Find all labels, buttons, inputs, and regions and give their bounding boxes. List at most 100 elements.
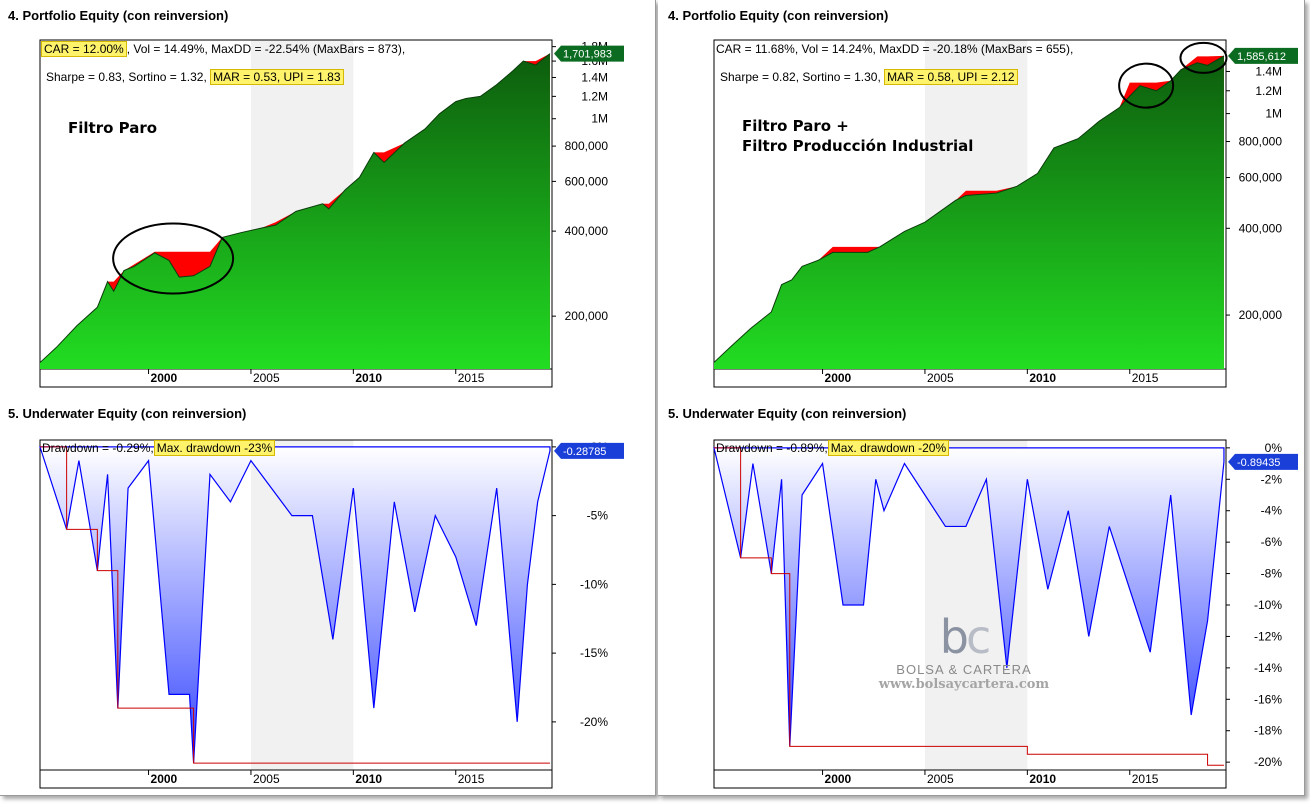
right-equity-y-tick-label: 200,000 [1239, 308, 1283, 322]
mar-upi-highlight: MAR = 0.53, UPI = 1.83 [210, 69, 344, 85]
right-underwater-y-tick-label: -4% [1261, 504, 1283, 518]
right-underwater-x-tick-label: 2005 [927, 772, 954, 786]
left-equity-y-tick-label: 1.4M [581, 70, 608, 84]
filter-label: Filtro Paro [68, 118, 157, 138]
left-equity-x-tick-label: 2010 [355, 371, 382, 385]
right-underwater-value-badge-shape [1228, 453, 1298, 470]
left-underwater-y-tick-label: -5% [587, 509, 609, 523]
watermark-name: BOLSA & CARTERA [896, 662, 1032, 677]
equity-stats-line-2: Sharpe = 0.82, Sortino = 1.30, MAR = 0.5… [720, 69, 1018, 85]
filter-label-line-2: Filtro Producción Industrial [742, 137, 974, 155]
right-underwater-y-tick-label: -20% [1254, 755, 1282, 769]
left-equity-y-tick-label: 1M [591, 112, 608, 126]
right-equity-y-tick-label: 800,000 [1239, 135, 1283, 149]
equity-stats-line-2: Sharpe = 0.83, Sortino = 1.32, MAR = 0.5… [46, 69, 344, 85]
equity-stats-line-1: CAR = 11.68%, Vol = 14.24%, MaxDD = -20.… [716, 42, 1073, 56]
right-underwater-x-tick-label: 2015 [1132, 772, 1159, 786]
sharpe-sortino: Sharpe = 0.83, Sortino = 1.32, [46, 70, 207, 84]
left-equity-y-tick-label: 600,000 [565, 174, 609, 188]
underwater-stats: Drawdown = -0.29%, Max. drawdown -23% [42, 440, 276, 456]
right-underwater-max-drawdown-line [714, 447, 1224, 766]
right-underwater-y-tick-label: -6% [1261, 535, 1283, 549]
left-equity-y-tick-label: 400,000 [565, 224, 609, 238]
right-underwater-y-tick-label: -8% [1261, 567, 1283, 581]
filter-label-line-1: Filtro Paro + [742, 117, 849, 135]
filter-label: Filtro Paro + Filtro Producción Industri… [742, 116, 973, 156]
right-equity-y-tick-label: 400,000 [1239, 221, 1283, 235]
right-equity-x-tick-label: 2000 [825, 371, 852, 385]
right-underwater-underwater-area [713, 447, 1225, 747]
left-equity-x-tick-label: 2015 [458, 371, 485, 385]
right-underwater-y-tick-label: -12% [1254, 629, 1282, 643]
right-underwater-x-axis [713, 769, 1227, 789]
right-equity-y-tick-label: 1.2M [1255, 84, 1282, 98]
drawdown-text: Drawdown = -0.89%, [716, 441, 828, 455]
left-underwater-x-tick-label: 2010 [355, 772, 382, 786]
right-underwater-y-tick-label: -18% [1254, 724, 1282, 738]
car-highlight: CAR = 12.00% [41, 41, 127, 57]
right-equity-y-tick-label: 1.4M [1255, 64, 1282, 78]
equity-stats-rest: , Vol = 14.49%, MaxDD = -22.54% (MaxBars… [126, 42, 406, 56]
watermark: bc BOLSA & CARTERA www.bolsaycartera.com [874, 612, 1054, 692]
left-charts: 200,000400,000600,000800,0001M1.2M1.4M1.… [39, 39, 624, 789]
right-equity-value-badge-text: 1,585,612 [1237, 51, 1286, 63]
mar-upi-highlight: MAR = 0.58, UPI = 2.12 [884, 69, 1018, 85]
filter-label-line-1: Filtro Paro [68, 119, 158, 137]
left-annotation-ellipse [112, 222, 235, 295]
left-underwater-x-axis [39, 769, 553, 789]
sharpe-sortino: Sharpe = 0.82, Sortino = 1.30, [720, 70, 881, 84]
right-underwater-x-tick-label: 2010 [1029, 772, 1056, 786]
right-equity-y-tick-label: 1M [1265, 107, 1282, 121]
left-equity-x-tick-label: 2005 [253, 371, 280, 385]
right-equity-x-tick-label: 2010 [1029, 371, 1056, 385]
right-underwater-y-tick-label: -2% [1261, 472, 1283, 486]
max-drawdown-highlight: Max. drawdown -23% [153, 440, 276, 456]
left-equity-equity-area [40, 53, 550, 370]
right-equity-x-tick-label: 2015 [1132, 371, 1159, 385]
left-equity-value-badge-shape [554, 45, 624, 62]
right-equity-x-tick-label: 2005 [927, 371, 954, 385]
watermark-logo: bc [939, 610, 992, 664]
right-equity-y-tick-label: 600,000 [1239, 171, 1283, 185]
drawdown-text: Drawdown = -0.29%, [42, 441, 154, 455]
underwater-title: 5. Underwater Equity (con reinversion) [668, 406, 907, 421]
left-equity-y-tick-label: 200,000 [565, 309, 609, 323]
equity-title: 4. Portfolio Equity (con reinversion) [8, 8, 229, 23]
left-equity-x-tick-label: 2000 [151, 371, 178, 385]
left-equity-value-badge-text: 1,701,983 [563, 49, 612, 61]
left-panel: 4. Portfolio Equity (con reinversion) 5.… [0, 0, 656, 796]
left-underwater-y-tick-label: -15% [580, 646, 608, 660]
right-underwater-x-tick-label: 2000 [825, 772, 852, 786]
left-underwater-y-tick-label: -20% [580, 715, 608, 729]
right-equity-equity-area [714, 55, 1224, 369]
max-drawdown-highlight: Max. drawdown -20% [827, 440, 950, 456]
right-underwater-value-badge-text: -0.89435 [1237, 457, 1280, 469]
right-annotation-ellipse-2 [1179, 41, 1228, 74]
equity-title: 4. Portfolio Equity (con reinversion) [668, 8, 889, 23]
left-underwater-value-badge-shape [554, 442, 624, 459]
left-underwater-value-badge-text: -0.28785 [563, 446, 606, 458]
left-equity-y-tick-label: 800,000 [565, 139, 609, 153]
left-underwater-y-tick-label: -10% [580, 577, 608, 591]
underwater-title: 5. Underwater Equity (con reinversion) [8, 406, 247, 421]
right-charts: 200,000 400,000 600,000 800,000 1M 1.2M 1.4M 20… [713, 39, 1298, 789]
left-equity-equity-line [39, 53, 551, 363]
watermark-url: www.bolsaycartera.com [878, 677, 1050, 692]
left-underwater-x-tick-label: 2000 [151, 772, 178, 786]
left-equity-y-tick-label: 1.2M [581, 89, 608, 103]
right-underwater-y-tick-label: -16% [1254, 692, 1282, 706]
left-underwater-x-tick-label: 2005 [253, 772, 280, 786]
equity-stats-line-1: CAR = 12.00%, Vol = 14.49%, MaxDD = -22.… [41, 41, 406, 57]
right-annotation-ellipse-1 [1118, 62, 1175, 109]
left-underwater-underwater-area [39, 446, 551, 764]
right-underwater-y-tick-label: -14% [1254, 661, 1282, 675]
right-underwater-y-tick-label: -10% [1254, 598, 1282, 612]
left-underwater-max-drawdown-line [40, 446, 550, 764]
left-underwater-x-tick-label: 2015 [458, 772, 485, 786]
car-text: CAR = 11.68% [716, 42, 795, 56]
right-panel: 4. Portfolio Equity (con reinversion) 5.… [658, 0, 1305, 796]
underwater-stats: Drawdown = -0.89%, Max. drawdown -20% [716, 440, 950, 456]
right-underwater-y-tick-label: 0% [1265, 441, 1283, 455]
right-equity-value-badge-shape [1228, 47, 1298, 64]
right-equity-equity-line [713, 55, 1225, 363]
